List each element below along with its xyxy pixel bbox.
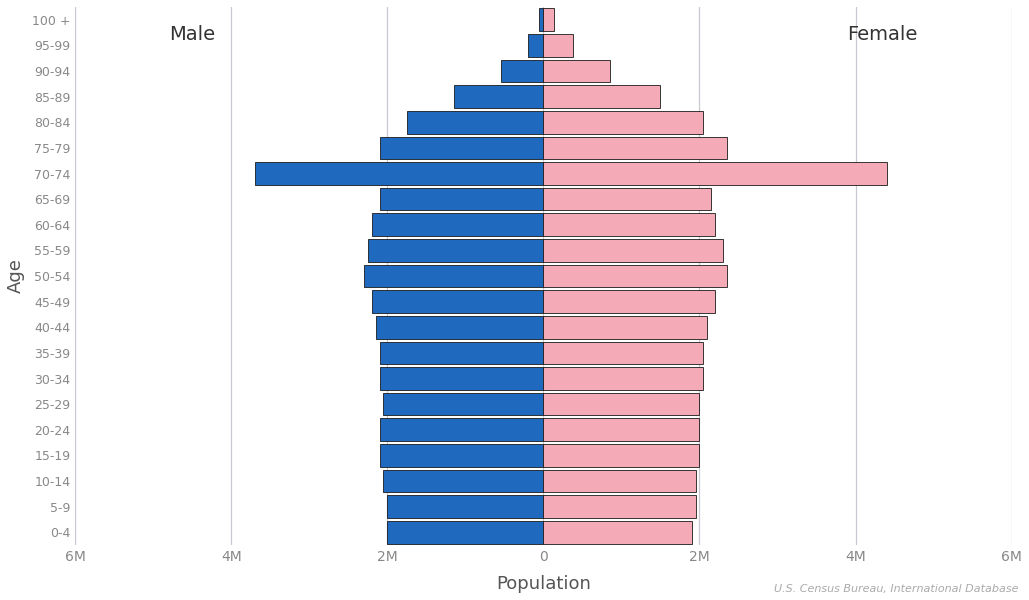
Text: Male: Male bbox=[169, 25, 215, 44]
Bar bbox=[371, 214, 543, 236]
Bar bbox=[380, 137, 543, 159]
Bar bbox=[500, 60, 543, 82]
Bar bbox=[384, 393, 543, 415]
Bar bbox=[543, 111, 704, 134]
Bar bbox=[543, 521, 691, 544]
Bar bbox=[387, 496, 543, 518]
Bar bbox=[543, 34, 573, 56]
Bar bbox=[543, 8, 555, 31]
Bar bbox=[543, 137, 726, 159]
Bar bbox=[543, 60, 610, 82]
Bar bbox=[543, 162, 887, 185]
Bar bbox=[543, 367, 704, 390]
Bar bbox=[528, 34, 543, 56]
Bar bbox=[543, 418, 700, 441]
Bar bbox=[543, 393, 700, 415]
Bar bbox=[543, 341, 704, 364]
Bar bbox=[380, 444, 543, 467]
Bar bbox=[380, 367, 543, 390]
Bar bbox=[543, 85, 661, 108]
Text: U.S. Census Bureau, International Database: U.S. Census Bureau, International Databa… bbox=[774, 584, 1019, 594]
Bar bbox=[380, 418, 543, 441]
Bar bbox=[380, 341, 543, 364]
Bar bbox=[543, 470, 696, 492]
Bar bbox=[543, 444, 700, 467]
Bar bbox=[364, 265, 543, 287]
Bar bbox=[539, 8, 543, 31]
Bar bbox=[543, 290, 715, 313]
Bar bbox=[255, 162, 543, 185]
Bar bbox=[543, 214, 715, 236]
Bar bbox=[543, 316, 707, 338]
Bar bbox=[406, 111, 543, 134]
Bar bbox=[454, 85, 543, 108]
Bar bbox=[371, 290, 543, 313]
Y-axis label: Age: Age bbox=[7, 259, 25, 293]
Bar bbox=[367, 239, 543, 262]
Bar bbox=[543, 239, 723, 262]
Bar bbox=[384, 470, 543, 492]
Bar bbox=[543, 188, 711, 211]
Bar bbox=[543, 496, 696, 518]
Bar bbox=[380, 188, 543, 211]
Bar bbox=[543, 265, 726, 287]
X-axis label: Population: Population bbox=[496, 575, 591, 593]
Text: Female: Female bbox=[848, 25, 918, 44]
Bar bbox=[387, 521, 543, 544]
Bar bbox=[376, 316, 543, 338]
